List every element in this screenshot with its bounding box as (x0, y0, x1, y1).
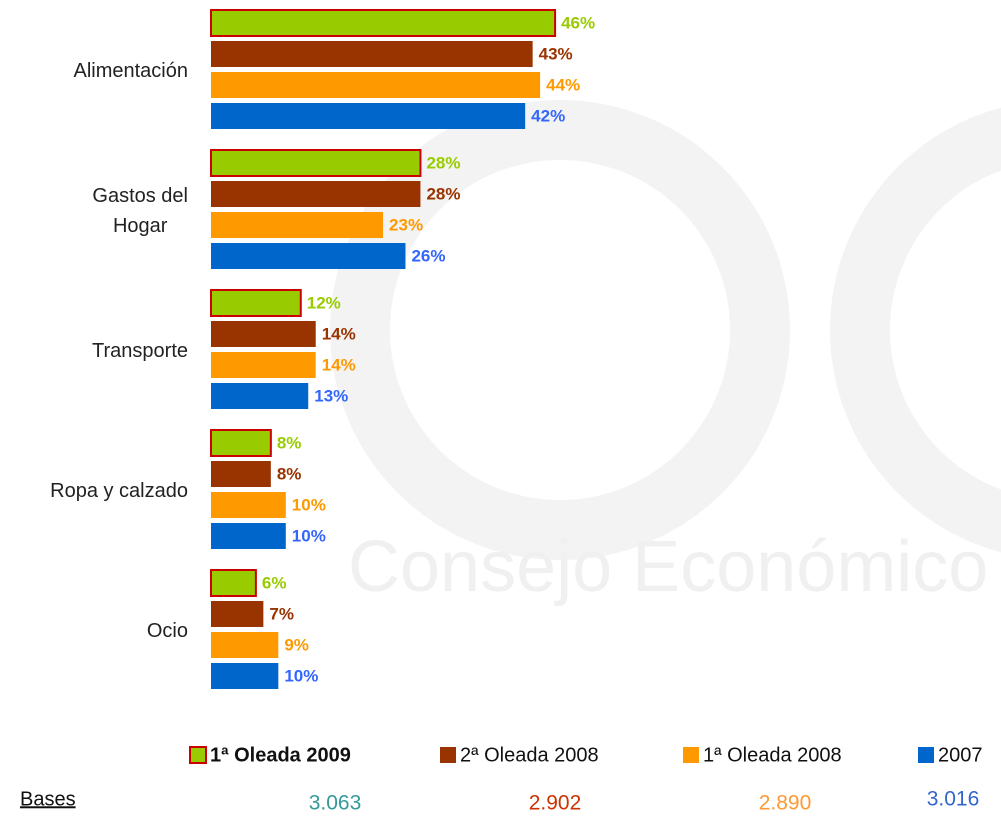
bar (211, 523, 286, 549)
bar (211, 103, 526, 129)
bar (211, 181, 421, 207)
value-label: 10% (292, 495, 326, 514)
value-label: 7% (269, 604, 294, 623)
value-label: 28% (426, 184, 460, 203)
value-label: 14% (322, 324, 356, 343)
value-label: 43% (539, 44, 573, 63)
value-label: 23% (389, 215, 423, 234)
bar (211, 461, 271, 487)
bar (210, 289, 302, 317)
value-label: 28% (426, 153, 460, 172)
legend-swatch (440, 747, 456, 763)
value-label: 6% (262, 573, 287, 592)
value-label: 8% (277, 464, 302, 483)
category-label: Gastos del Hogar (92, 185, 188, 237)
bar (211, 383, 309, 409)
legend-label: 2ª Oleada 2008 (460, 744, 599, 766)
bar (211, 243, 406, 269)
bar (210, 149, 422, 177)
value-label: 12% (307, 293, 341, 312)
legend-swatch (918, 747, 934, 763)
bar (211, 321, 316, 347)
bar (211, 352, 316, 378)
bar (210, 569, 257, 597)
bar (211, 663, 279, 689)
watermark: Consejo Económico y S (348, 527, 1001, 607)
value-label: 9% (284, 635, 309, 654)
value-label: 44% (546, 75, 580, 94)
legend-swatch (189, 746, 207, 764)
bar (211, 632, 279, 658)
value-label: 46% (561, 13, 595, 32)
bar (211, 601, 264, 627)
bases-value: 3.063 (309, 792, 362, 815)
bar (210, 429, 272, 457)
bar (211, 72, 541, 98)
value-label: 10% (284, 666, 318, 685)
legend-label: 1ª Oleada 2009 (210, 744, 351, 766)
category-label: Ocio (146, 620, 188, 642)
legend-swatch (683, 747, 699, 763)
bases-value: 2.902 (529, 792, 582, 815)
value-label: 26% (411, 246, 445, 265)
bar (211, 212, 384, 238)
value-label: 10% (292, 526, 326, 545)
value-label: 14% (322, 355, 356, 374)
bases-value: 2.890 (759, 792, 812, 815)
bar (210, 9, 557, 37)
bar (211, 41, 533, 67)
bases-label: Bases (20, 788, 76, 810)
legend-label: 1ª Oleada 2008 (703, 744, 842, 766)
watermark-shapes (330, 100, 1001, 560)
value-label: 42% (531, 106, 565, 125)
value-label: 8% (277, 433, 302, 452)
value-label: 13% (314, 386, 348, 405)
category-label: Ropa y calzado (50, 480, 188, 502)
bar (211, 492, 286, 518)
legend-label: 2007 (938, 744, 983, 766)
category-label: Transporte (92, 340, 188, 362)
category-label: Alimentación (73, 60, 188, 82)
bases-value: 3.016 (927, 788, 980, 811)
